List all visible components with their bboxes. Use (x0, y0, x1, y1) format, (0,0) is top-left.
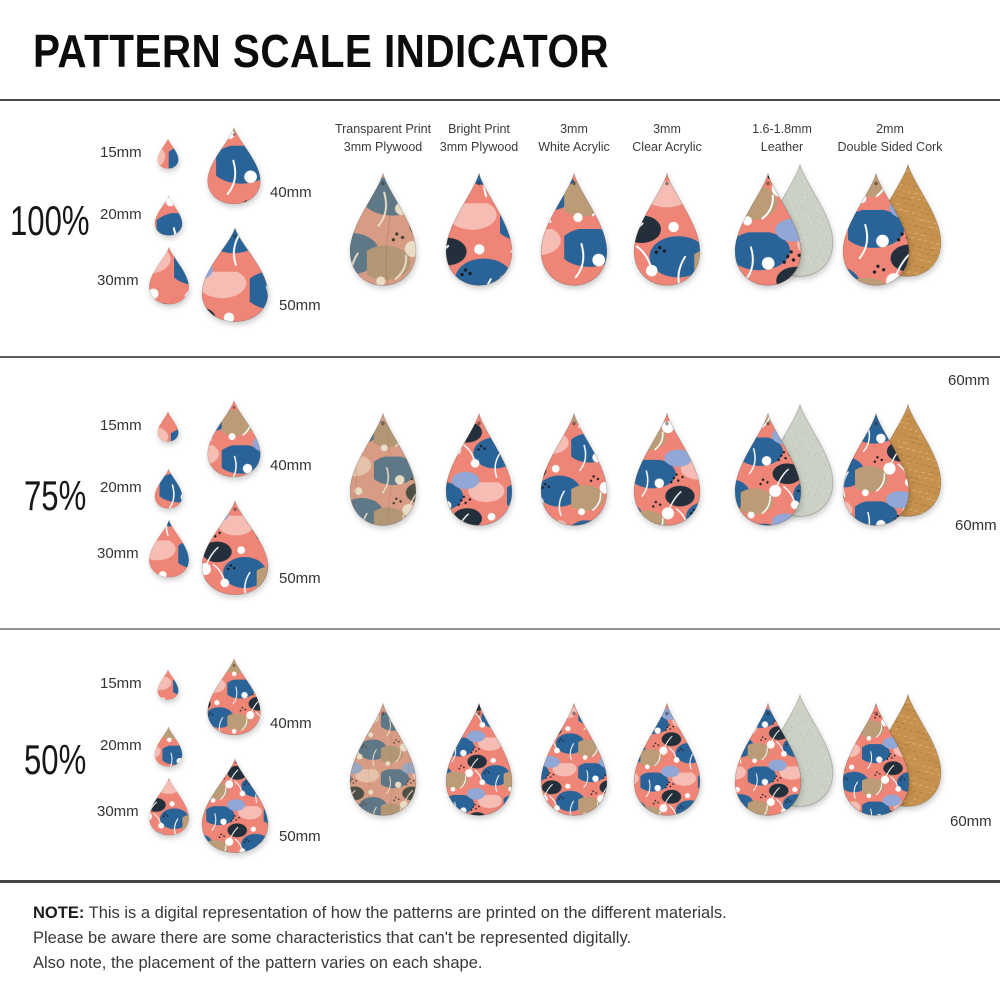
note-line-2: Please be aware there are some character… (33, 928, 632, 947)
size-label-15mm: 15mm (100, 144, 142, 161)
size-label-40mm: 40mm (270, 715, 312, 732)
size-label-40mm: 40mm (270, 184, 312, 201)
size-label-50mm: 50mm (279, 297, 321, 314)
sample-3mm-white-acrylic (539, 171, 609, 287)
dimension-label-60mm: 60mm (955, 517, 997, 534)
teardrop-demo-20mm (154, 726, 183, 767)
sample-transparent-print-3mm-plywood (348, 701, 418, 817)
divider (0, 356, 1000, 358)
column-header-line1: 3mm (560, 122, 588, 136)
dimension-label-60mm: 60mm (948, 372, 990, 389)
sample-2mm-double-sided-cork (841, 701, 911, 817)
row-label-75pct: 75% (24, 472, 87, 519)
column-header-line1: Transparent Print (334, 122, 432, 136)
teardrop-demo-15mm (157, 669, 179, 700)
teardrop-demo-30mm (148, 246, 190, 305)
column-header-clear-acrylic: 3mm Clear Acrylic (587, 120, 747, 156)
column-header-double-sided-cork: 2mm Double Sided Cork (810, 120, 970, 156)
row-label-100pct: 100% (10, 197, 90, 244)
teardrop-demo-50mm (200, 499, 270, 596)
sample-1-6-1-8mm-leather (733, 701, 803, 817)
size-label-30mm: 30mm (97, 545, 139, 562)
teardrop-demo-40mm (206, 399, 262, 478)
sample-2mm-double-sided-cork (841, 171, 911, 287)
column-header-line2: Clear Acrylic (632, 140, 702, 155)
sample-3mm-white-acrylic (539, 411, 609, 527)
divider (0, 880, 1000, 883)
teardrop-demo-20mm (154, 468, 183, 509)
page-title: PATTERN SCALE INDICATOR (33, 25, 610, 77)
size-label-20mm: 20mm (100, 737, 142, 754)
note-line-1: NOTE: This is a digital representation o… (33, 904, 727, 922)
dimension-label-60mm: 60mm (950, 813, 992, 830)
size-label-20mm: 20mm (100, 206, 142, 223)
sample-3mm-clear-acrylic (632, 171, 702, 287)
sample-3mm-white-acrylic (539, 701, 609, 817)
column-header-line2: Double Sided Cork (837, 140, 943, 155)
size-label-30mm: 30mm (97, 803, 139, 820)
size-label-20mm: 20mm (100, 479, 142, 496)
sample-bright-print-3mm-plywood (444, 701, 514, 817)
size-label-15mm: 15mm (100, 675, 142, 692)
teardrop-demo-15mm (157, 138, 179, 169)
column-header-3mm-plywood: Bright Print 3mm Plywood (399, 120, 559, 156)
sample-2mm-double-sided-cork (841, 411, 911, 527)
sample-bright-print-3mm-plywood (444, 171, 514, 287)
column-header-line1: 2mm (876, 122, 904, 136)
size-label-50mm: 50mm (279, 828, 321, 845)
note-text: NOTE: This is a digital representation o… (33, 901, 813, 975)
sample-transparent-print-3mm-plywood (348, 171, 418, 287)
size-label-30mm: 30mm (97, 272, 139, 289)
divider (0, 628, 1000, 630)
teardrop-demo-30mm (148, 519, 190, 578)
row-label-50pct: 50% (24, 736, 87, 783)
teardrop-demo-50mm (200, 757, 270, 854)
column-header-line2: Leather (760, 140, 804, 155)
column-header-line2: 3mm Plywood (343, 140, 423, 155)
column-header-3mm-plywood: Transparent Print 3mm Plywood (303, 120, 463, 156)
column-header-line1: 1.6-1.8mm (752, 122, 812, 136)
column-header-line2: 3mm Plywood (439, 140, 519, 155)
note-line-3: Also note, the placement of the pattern … (33, 953, 483, 972)
size-label-50mm: 50mm (279, 570, 321, 587)
sample-bright-print-3mm-plywood (444, 411, 514, 527)
sample-1-6-1-8mm-leather (733, 171, 803, 287)
column-header-leather: 1.6-1.8mm Leather (702, 120, 862, 156)
note-prefix: NOTE: (33, 904, 85, 922)
column-header-line1: 3mm (653, 122, 681, 136)
teardrop-demo-15mm (157, 411, 179, 442)
teardrop-demo-20mm (154, 195, 183, 236)
teardrop-demo-40mm (206, 657, 262, 736)
teardrop-demo-40mm (206, 126, 262, 205)
teardrop-demo-30mm (148, 777, 190, 836)
sample-1-6-1-8mm-leather (733, 411, 803, 527)
column-header-line1: Bright Print (448, 122, 510, 136)
sample-3mm-clear-acrylic (632, 701, 702, 817)
sample-3mm-clear-acrylic (632, 411, 702, 527)
teardrop-demo-50mm (200, 226, 270, 323)
column-header-line2: White Acrylic (538, 140, 610, 155)
sample-transparent-print-3mm-plywood (348, 411, 418, 527)
size-label-15mm: 15mm (100, 417, 142, 434)
size-label-40mm: 40mm (270, 457, 312, 474)
column-header-white-acrylic: 3mm White Acrylic (494, 120, 654, 156)
divider (0, 99, 1000, 101)
